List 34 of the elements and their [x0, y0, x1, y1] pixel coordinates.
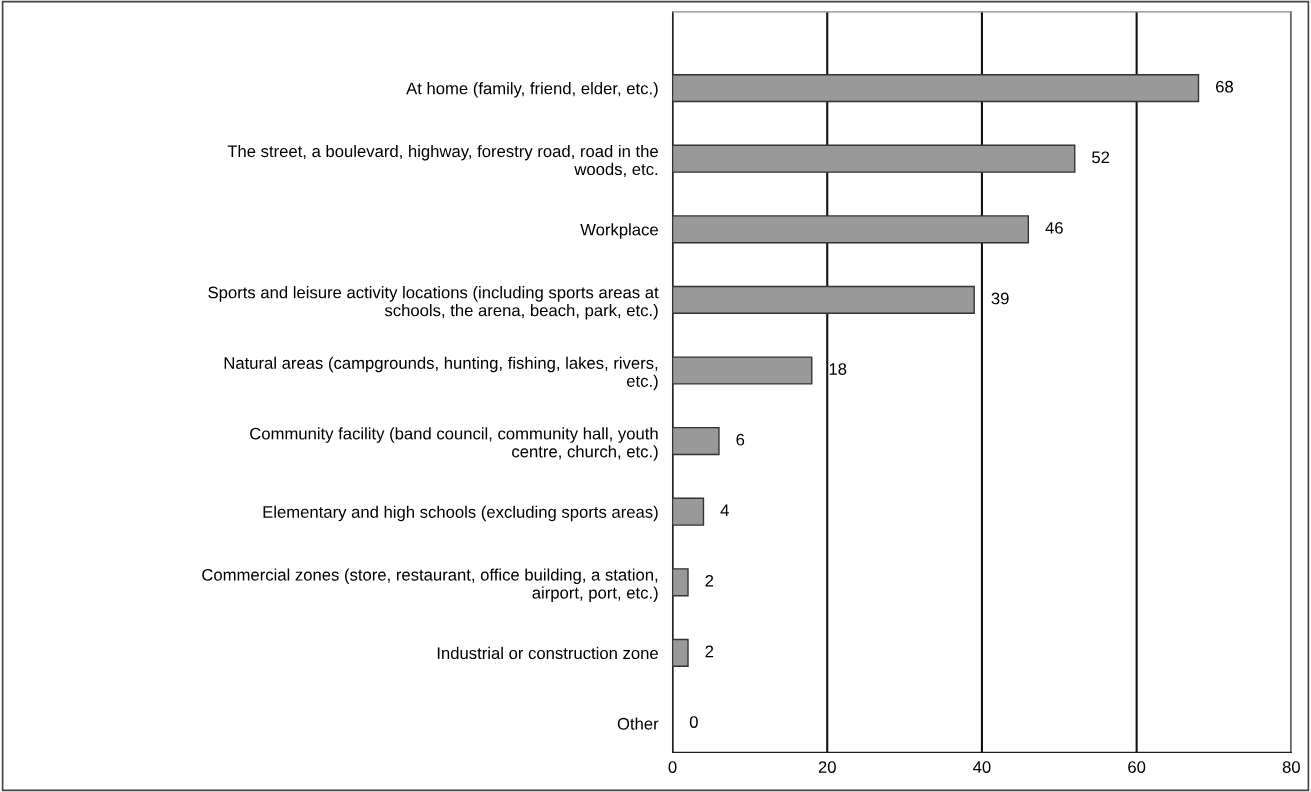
y-tick-label: Commercial zones (store, restaurant, office building, a station, airport, port, etc.): [202, 568, 658, 602]
x-tick-label: 40: [973, 761, 991, 773]
x-tick-label: 20: [818, 761, 836, 773]
y-tick-label: Community facility (band council, community hall, youth centre, church, etc.): [250, 427, 658, 461]
y-tick-label: Natural areas (campgrounds, hunting, fishing, lakes, rivers, etc.): [224, 356, 658, 391]
bar: [672, 356, 813, 385]
data-label: 4: [720, 504, 729, 516]
data-label: 2: [705, 645, 714, 658]
x-tick-label: 80: [1282, 761, 1300, 773]
bar: [672, 144, 1076, 173]
y-tick-label: At home (family, friend, elder, etc.): [406, 82, 658, 98]
y-tick-label: Industrial or construction zone: [437, 646, 658, 660]
bar: [672, 426, 720, 456]
bar: [672, 285, 975, 315]
data-label: 46: [1045, 221, 1063, 234]
y-tick-label: The street, a boulevard, highway, forestry road, road in the woods, etc.: [227, 144, 658, 178]
x-tick-label: 60: [1128, 761, 1146, 773]
y-tick-label: Other: [617, 717, 659, 730]
data-label: 68: [1216, 80, 1233, 93]
data-label: 2: [705, 574, 714, 587]
data-label: 52: [1092, 151, 1110, 164]
data-label: 39: [991, 292, 1009, 305]
data-label: 0: [689, 716, 698, 728]
y-tick-label: Sports and leisure activity locations (including sports areas at schools, the arena, beach, park, etc.): [208, 286, 659, 320]
bar: [672, 74, 1200, 103]
bar: [672, 638, 689, 667]
bar: [672, 215, 1030, 244]
y-tick-label: Elementary and high schools (excluding sports areas): [263, 505, 658, 522]
data-label: 6: [736, 433, 745, 446]
bar: [672, 568, 689, 597]
x-tick-label: 0: [668, 761, 677, 773]
y-tick-label: Workplace: [580, 223, 658, 239]
bar: [672, 497, 705, 526]
data-label: 18: [829, 363, 847, 375]
